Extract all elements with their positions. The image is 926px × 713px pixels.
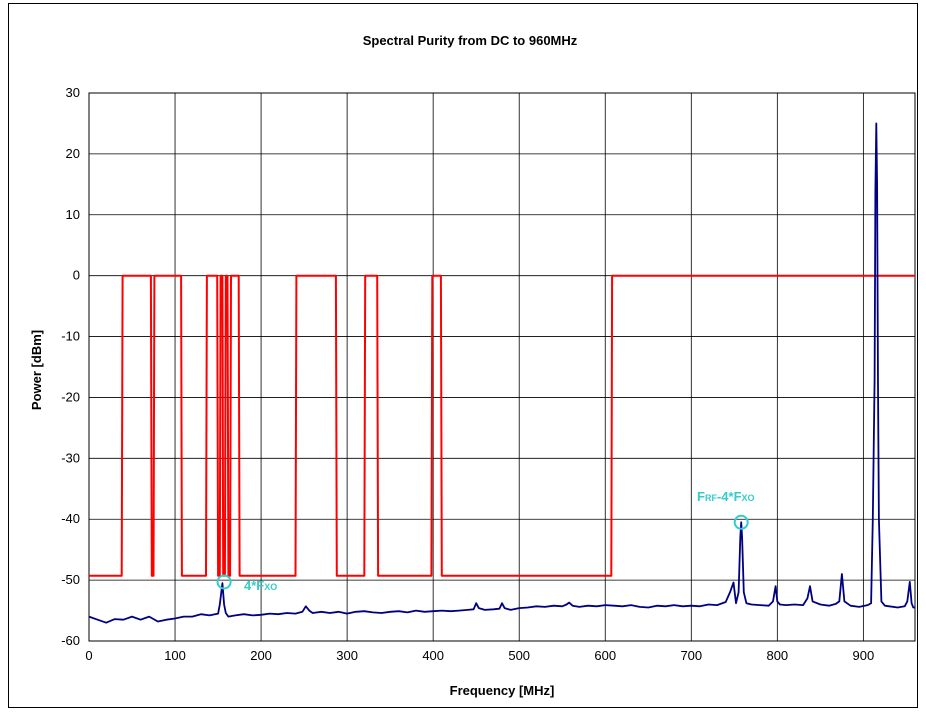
annotation-frf-part4: XO [742,493,755,503]
annotation-4fxo-part2: XO [264,582,277,592]
x-tick-label: 700 [680,648,702,663]
annotation-frf-4fxo: FRF-4*FXO [697,489,755,504]
x-axis-label: Frequency [MHz] [450,683,555,698]
x-tick-label: 100 [164,648,186,663]
y-tick-label: -20 [61,389,80,404]
x-tick-label: 400 [422,648,444,663]
annotation-marker [733,514,749,530]
y-axis-label: Power [dBm] [29,330,44,410]
y-tick-label: 10 [66,207,80,222]
chart-title: Spectral Purity from DC to 960MHz [363,33,578,48]
annotation-frf-part1: F [697,489,705,504]
x-tick-label: 800 [766,648,788,663]
x-tick-label: 0 [85,648,92,663]
annotation-4fxo-part1: 4*F [244,578,264,593]
annotation-marker [216,574,232,590]
plot-border [88,92,916,642]
y-tick-label: -60 [61,633,80,648]
annotation-4fxo: 4*FXO [244,578,277,593]
y-tick-label: 0 [73,268,80,283]
y-tick-label: 20 [66,146,80,161]
x-tick-label: 600 [594,648,616,663]
x-tick-label: 500 [508,648,530,663]
x-tick-label: 900 [853,648,875,663]
y-tick-label: -50 [61,572,80,587]
annotation-frf-part3: -4*F [717,489,742,504]
y-tick-label: -30 [61,450,80,465]
x-tick-label: 200 [250,648,272,663]
annotation-frf-part2: RF [705,493,717,503]
series-line-mask [89,274,915,577]
y-tick-label: 30 [66,85,80,100]
chart-frame [8,3,918,708]
y-tick-label: -10 [61,329,80,344]
series-line-spectrum [88,122,915,624]
y-tick-label: -40 [61,511,80,526]
x-tick-label: 300 [336,648,358,663]
